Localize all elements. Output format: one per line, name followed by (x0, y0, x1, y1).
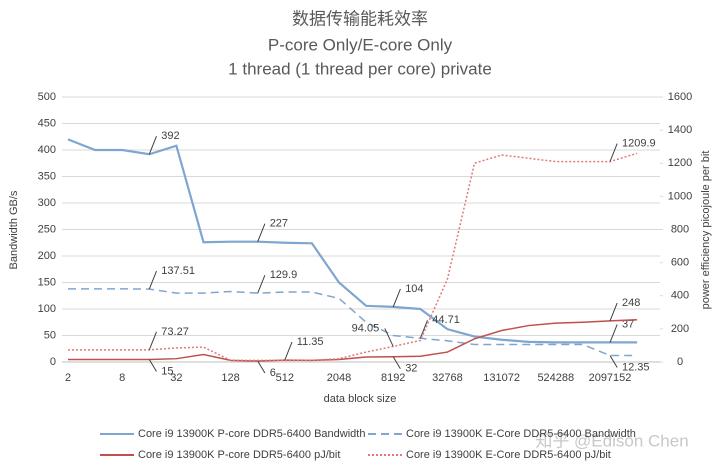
x-tick-label: 2097152 (589, 372, 632, 384)
data-label: 392 (161, 130, 179, 142)
label-leader (148, 270, 157, 290)
label-leader (284, 341, 293, 361)
label-leader (609, 355, 618, 368)
y2-tick-label: 200 (671, 323, 689, 335)
series-line (68, 152, 638, 362)
x-tick-label: 2048 (327, 372, 351, 384)
x-tick-label: 32 (170, 372, 182, 384)
label-leader (257, 223, 266, 242)
series-line (67, 138, 638, 344)
data-label: 104 (405, 283, 423, 295)
x-tick-label: 8 (119, 372, 125, 384)
x-tick-label: 524288 (537, 372, 574, 384)
y-tick-label: 100 (38, 303, 56, 315)
x-tick-label: 2 (65, 372, 71, 384)
label-leader (392, 288, 401, 308)
chart-title: 数据传输能耗效率 (292, 9, 428, 28)
x-tick-label: 8192 (381, 372, 405, 384)
y2-tick-label: 0 (677, 356, 683, 368)
data-label: 227 (270, 218, 288, 230)
x-tick-label: 131072 (483, 372, 520, 384)
y-tick-label: 300 (38, 197, 56, 209)
y-tick-label: 250 (38, 223, 56, 235)
x-axis-title: data block size (324, 393, 397, 405)
data-label: 94.05 (352, 322, 380, 334)
y2-tick-label: 1200 (668, 157, 692, 169)
y2-tick-label: 600 (671, 257, 689, 269)
data-label: 12.35 (622, 361, 650, 373)
label-leader (148, 136, 157, 155)
legend-label: Core i9 13900K E-Core DDR5-6400 Bandwidt… (406, 428, 636, 440)
y-tick-label: 400 (38, 144, 56, 156)
data-label: 37 (622, 318, 634, 330)
data-label: 11.35 (297, 336, 324, 348)
chart-subtitle: 1 thread (1 thread per core) private (228, 59, 492, 78)
y2-tick-label: 1600 (668, 91, 692, 103)
label-leader (148, 359, 157, 372)
data-label: 73.27 (161, 326, 189, 338)
data-label: 129.9 (270, 269, 298, 281)
data-label: 44.71 (432, 314, 460, 326)
chart-subtitle: P-core Only/E-core Only (268, 35, 453, 54)
label-leader (392, 356, 401, 369)
label-leader (257, 274, 266, 294)
label-leader (609, 302, 618, 322)
label-leader (609, 324, 618, 343)
x-tick-label: 32768 (432, 372, 463, 384)
y-axis-title: Bandwidth GB/s (8, 190, 20, 269)
data-label: 137.51 (161, 265, 195, 277)
legend-label: Core i9 13900K P-core DDR5-6400 Bandwidt… (138, 428, 365, 440)
data-label: 248 (622, 297, 640, 309)
data-label: 1209.9 (622, 138, 656, 150)
y-tick-label: 500 (38, 91, 56, 103)
label-leader (148, 331, 157, 351)
series-line (68, 288, 638, 357)
y2-axis-title: power efficiency picojoule per bit (700, 151, 712, 310)
label-leader (609, 143, 618, 162)
legend-label: Core i9 13900K E-Core DDR5-6400 pJ/bit (406, 449, 611, 461)
data-label: 15 (161, 365, 173, 377)
y-tick-label: 450 (38, 117, 56, 129)
label-leader (257, 360, 266, 374)
x-tick-label: 512 (276, 372, 294, 384)
watermark: 知乎 @Edison Chen (535, 431, 688, 450)
label-leader (419, 320, 428, 339)
x-tick-label: 128 (221, 372, 239, 384)
y-tick-label: 200 (38, 250, 56, 262)
data-label: 32 (405, 363, 417, 375)
y-tick-label: 0 (50, 356, 56, 368)
legend-label: Core i9 13900K P-core DDR5-6400 pJ/bit (138, 449, 340, 461)
data-label: 6 (270, 367, 276, 379)
y2-tick-label: 400 (671, 290, 689, 302)
label-leader (384, 328, 394, 347)
y-tick-label: 150 (38, 276, 56, 288)
y2-tick-label: 800 (671, 223, 689, 235)
y-tick-label: 350 (38, 170, 56, 182)
y2-tick-label: 1400 (668, 124, 692, 136)
y2-tick-label: 1000 (668, 190, 692, 202)
series-line (68, 319, 638, 362)
y-tick-label: 50 (44, 329, 56, 341)
